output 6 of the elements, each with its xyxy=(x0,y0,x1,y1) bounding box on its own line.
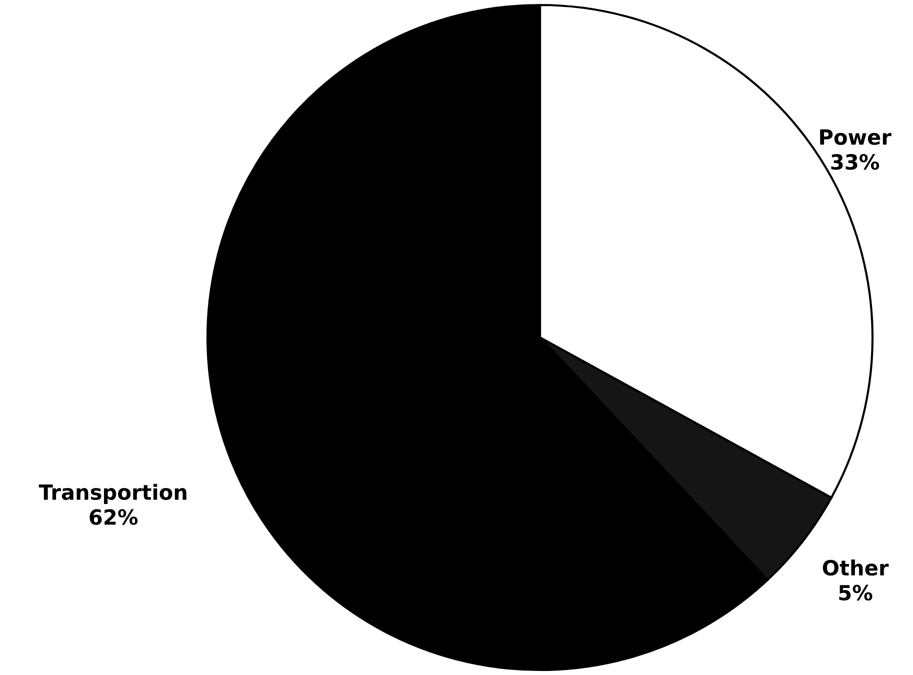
slice-label: Transportion xyxy=(38,484,186,504)
data-label: 33% xyxy=(831,154,880,170)
slice-label: Power xyxy=(820,129,892,145)
data-label: 5% xyxy=(839,584,872,601)
data-label: 62% xyxy=(90,509,138,525)
slice-label: Other xyxy=(822,560,889,576)
